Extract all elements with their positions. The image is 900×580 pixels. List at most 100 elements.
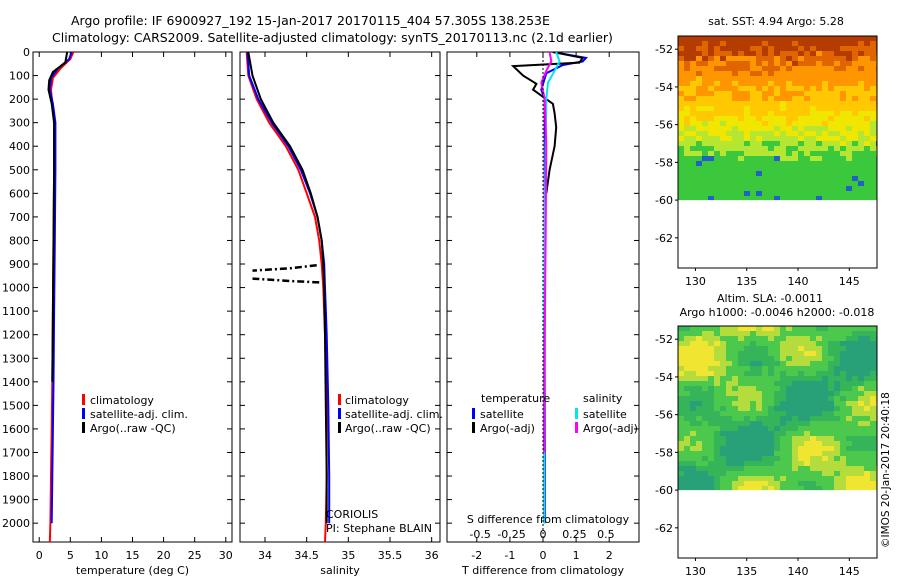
sst-map-cell <box>834 116 841 122</box>
sla-map-cell <box>714 451 721 457</box>
sst-map-cell <box>738 96 745 102</box>
sla-map-cell <box>828 431 835 437</box>
diff-upper-tick-label: 0.5 <box>597 528 615 541</box>
sst-map-cell <box>678 151 685 157</box>
sla-map-cell <box>810 436 817 442</box>
sla-map-cell <box>756 461 763 467</box>
sla-map-cell <box>780 351 787 357</box>
sst-map-cell <box>816 171 823 177</box>
sla-map-cell <box>762 356 769 362</box>
sst-map-cell <box>678 121 685 127</box>
sst-map-cell <box>726 161 733 167</box>
sst-map-cell <box>870 36 877 42</box>
sla-map-cell <box>720 416 727 422</box>
sla-map-cell <box>738 361 745 367</box>
sla-map-cell <box>738 341 745 347</box>
sla-map-cell <box>828 401 835 407</box>
sla-map-cell <box>786 411 793 417</box>
sla-map-cell <box>816 416 823 422</box>
sst-map-cell <box>678 61 685 67</box>
sla-map-cell <box>870 416 877 422</box>
sla-map-cell <box>708 356 715 362</box>
sla-map-cell <box>780 416 787 422</box>
sst-map-cell <box>780 81 787 87</box>
sst-map-cell <box>870 131 877 137</box>
sla-map-cell <box>726 426 733 432</box>
sst-map-cell <box>726 71 733 77</box>
sst-map-cell <box>738 166 745 172</box>
sst-map-cell <box>792 141 799 147</box>
sla-map-cell <box>756 431 763 437</box>
sst-map-cell <box>762 106 769 112</box>
temperature-series-2 <box>47 52 69 382</box>
sla-map-cell <box>864 411 871 417</box>
sst-map-cell <box>846 196 853 201</box>
sla-map-cell <box>708 436 715 442</box>
sla-map-cell <box>846 441 853 447</box>
sla-map-cell <box>690 351 697 357</box>
sla-map-cell <box>732 346 739 352</box>
sst-map-cell <box>678 101 685 107</box>
sla-map-cell <box>804 441 811 447</box>
sst-map-cell <box>738 66 745 72</box>
sla-map-cell <box>780 341 787 347</box>
sla-map-cell <box>768 456 775 462</box>
sla-map-cell <box>858 361 865 367</box>
sst-map-cell <box>822 146 829 152</box>
sla-map-cell <box>858 421 865 427</box>
sla-map-cell <box>834 486 841 491</box>
sla-map-cell <box>780 386 787 392</box>
sst-map-cell <box>744 111 751 117</box>
temp-legend-label: climatology <box>90 394 154 407</box>
sst-map-ytick-label: -60 <box>655 194 673 207</box>
sla-map-cell <box>786 446 793 452</box>
sla-map-cell <box>720 446 727 452</box>
sst-map-cell <box>726 186 733 192</box>
sst-map-cell <box>816 96 823 102</box>
sst-map-cell <box>690 61 697 67</box>
sla-map-cell <box>846 416 853 422</box>
sla-map-cell <box>834 481 841 487</box>
sla-map-cell <box>798 421 805 427</box>
sst-map-cell <box>732 126 739 132</box>
sla-map-cell <box>816 406 823 412</box>
sst-map-cell <box>846 76 853 82</box>
sst-map-cell <box>852 71 859 77</box>
sst-map-cell <box>864 91 871 97</box>
sla-map-cell <box>678 331 685 337</box>
sst-map-cell <box>744 91 751 97</box>
sst-map-cell <box>810 96 817 102</box>
sla-map-cell <box>840 376 847 382</box>
sst-map-cell <box>810 46 817 52</box>
temperature-xtick-label: 5 <box>67 549 74 562</box>
sla-map-cell <box>684 406 691 412</box>
sla-map-cell <box>816 346 823 352</box>
sla-map-cell <box>870 451 877 457</box>
sla-map-cell <box>738 416 745 422</box>
sla-map-cell <box>744 411 751 417</box>
sst-map-cell <box>702 126 709 132</box>
sla-map-cell <box>744 371 751 377</box>
sla-map-cell <box>726 326 733 332</box>
sst-map-cell <box>696 56 703 62</box>
sla-map-cell <box>804 371 811 377</box>
sst-map-cell <box>744 151 751 157</box>
sla-map-cell <box>690 471 697 477</box>
sla-map-cell <box>834 351 841 357</box>
sla-map-cell <box>762 466 769 472</box>
sst-map-cell <box>750 96 757 102</box>
sla-map-cell <box>756 351 763 357</box>
sla-map-cell <box>804 456 811 462</box>
sst-map-cell <box>834 71 841 77</box>
sst-map-cell <box>786 106 793 112</box>
sla-map-cell <box>702 471 709 477</box>
sla-map-cell <box>684 331 691 337</box>
sla-map-cell <box>840 446 847 452</box>
sst-map-cell <box>804 66 811 72</box>
sla-map-xtick-label: 135 <box>736 565 757 578</box>
sst-map-cell <box>822 126 829 132</box>
sla-map-cell <box>828 471 835 477</box>
sst-map-cell <box>846 156 853 162</box>
sla-map-cell <box>768 461 775 467</box>
sst-map-cell <box>864 156 871 162</box>
